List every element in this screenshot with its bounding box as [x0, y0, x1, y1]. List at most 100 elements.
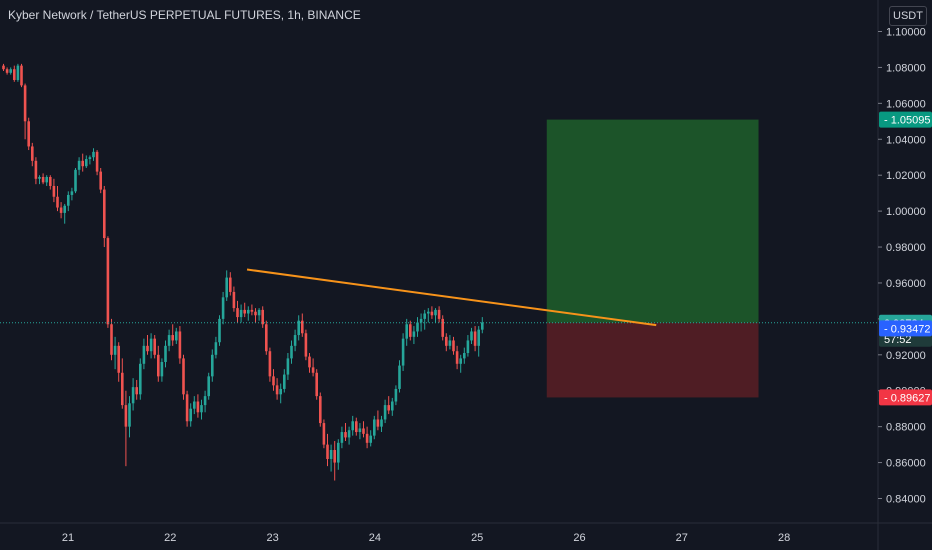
candle-body — [365, 433, 369, 443]
candle-body — [41, 176, 45, 183]
candle-body — [412, 331, 416, 337]
candle — [293, 329, 297, 352]
candle — [362, 421, 365, 438]
candle-body — [441, 318, 444, 337]
candle — [333, 441, 336, 481]
candle — [171, 324, 174, 346]
candle-body — [405, 324, 408, 339]
candle-body — [409, 324, 412, 337]
time-tick-label: 25 — [471, 532, 483, 544]
candle-body — [337, 442, 340, 463]
candle — [463, 347, 466, 364]
candle — [355, 417, 358, 436]
time-tick-label: 27 — [676, 532, 688, 544]
candle — [470, 327, 473, 345]
candle-body — [167, 335, 171, 346]
trend-line[interactable] — [246, 268, 657, 327]
candle — [135, 379, 138, 400]
candle — [99, 168, 102, 194]
candle — [131, 378, 135, 411]
candle — [319, 392, 322, 427]
currency-button[interactable]: USDT — [889, 6, 927, 26]
candle — [466, 335, 470, 357]
candle-body — [171, 335, 174, 341]
candle — [434, 308, 437, 323]
candle — [315, 369, 318, 400]
candle-body — [466, 340, 470, 354]
candle-body — [257, 309, 261, 316]
candle-body — [121, 372, 124, 406]
candle — [49, 175, 52, 190]
candle-body — [369, 435, 372, 443]
candle — [308, 353, 311, 373]
candle — [128, 396, 131, 438]
candle — [59, 202, 63, 219]
candle — [214, 336, 218, 359]
candle-body — [88, 157, 92, 160]
candle — [178, 326, 182, 364]
price-tick-label: 1.02000 — [886, 170, 926, 182]
candle-body — [117, 345, 120, 373]
candle-body — [74, 169, 77, 192]
candle — [56, 185, 59, 212]
candle — [243, 302, 246, 318]
candle-body — [243, 309, 246, 314]
candle — [52, 178, 56, 203]
candle-body — [275, 385, 279, 395]
candle-body — [247, 309, 250, 314]
candle-body — [347, 430, 351, 438]
candle — [409, 320, 412, 341]
candle — [34, 157, 38, 185]
candle — [193, 396, 196, 415]
candle-body — [427, 311, 430, 314]
candle — [329, 444, 333, 472]
candle-body — [52, 185, 56, 197]
time-axis[interactable]: 21 22 23 24 25 26 27 28 — [62, 532, 790, 544]
candle — [297, 315, 300, 341]
candle-body — [99, 171, 102, 190]
candle-body — [301, 320, 304, 334]
candle — [160, 358, 164, 382]
candle-body — [391, 401, 394, 411]
price-tag-bg — [879, 111, 932, 128]
candle-body — [106, 238, 110, 325]
candle-body — [463, 353, 466, 359]
candle — [337, 439, 340, 470]
candle — [452, 336, 455, 355]
candle-body — [477, 329, 480, 346]
candle — [5, 67, 9, 75]
candle — [455, 345, 459, 370]
candle — [149, 333, 153, 359]
price-tick-label: 1.10000 — [886, 27, 926, 39]
candle-body — [387, 405, 390, 411]
candle — [311, 358, 315, 377]
candle — [207, 372, 210, 400]
candle-body — [430, 311, 434, 316]
price-tag-text: - 0.93472 — [884, 323, 930, 335]
candle — [203, 390, 207, 413]
candle — [437, 306, 441, 323]
candle — [265, 320, 268, 355]
candle-body — [279, 388, 282, 395]
candle — [221, 291, 225, 325]
candle-body — [308, 356, 311, 368]
candle-body — [470, 331, 473, 341]
candle-body — [27, 121, 30, 147]
candle-body — [329, 450, 333, 459]
candle — [16, 63, 20, 82]
candle-body — [157, 354, 160, 377]
candle — [473, 326, 477, 352]
candle — [31, 142, 34, 167]
candle-body — [423, 313, 426, 319]
candle — [373, 415, 376, 440]
candle-body — [189, 408, 192, 422]
candle — [88, 155, 92, 165]
candle — [304, 329, 308, 361]
candle — [254, 308, 257, 323]
candle-body — [103, 189, 106, 239]
candle-body — [175, 331, 178, 341]
candle — [416, 317, 419, 337]
candle-body — [110, 324, 113, 355]
candle — [401, 333, 405, 371]
